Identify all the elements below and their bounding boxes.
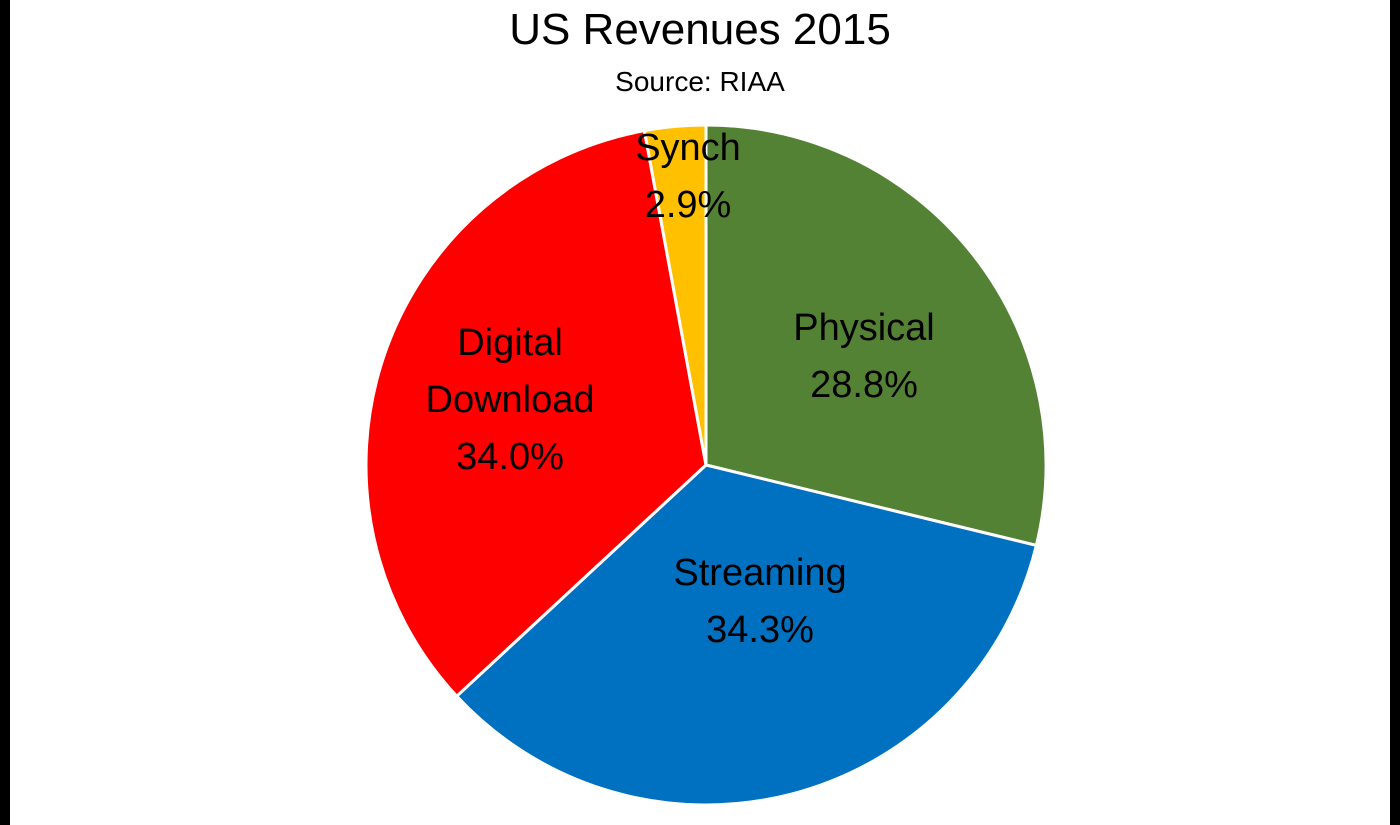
slice-category-label-synch: Synch — [635, 127, 741, 169]
slice-value-label-physical: 28.8% — [810, 364, 918, 406]
slice-value-label-digital-download: 34.0% — [456, 436, 564, 478]
chart-title: US Revenues 2015 — [509, 5, 891, 54]
slice-category-label-digital-download: Digital — [457, 322, 563, 364]
pie-slice-physical — [704, 123, 1048, 548]
pie-slice-streaming — [454, 463, 1039, 807]
pie-slice-digital-download — [364, 128, 708, 699]
slice-value-label-streaming: 34.3% — [706, 609, 814, 651]
slice-value-label-synch: 2.9% — [645, 184, 732, 226]
slice-category-label-physical: Physical — [793, 307, 935, 349]
slice-category-label-digital-download: Download — [426, 379, 595, 421]
pie-slice-synch — [642, 123, 708, 466]
chart-subtitle: Source: RIAA — [615, 66, 785, 97]
slice-category-label-streaming: Streaming — [673, 552, 846, 594]
